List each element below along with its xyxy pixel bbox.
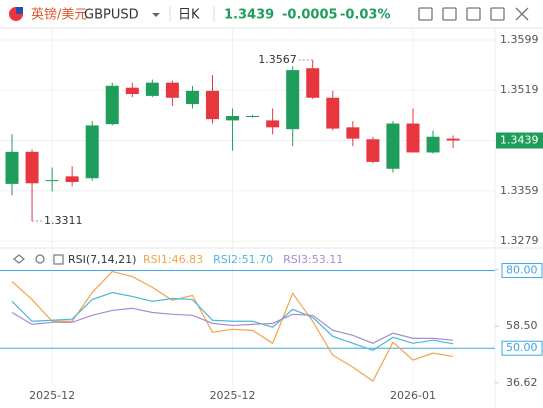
symbol[interactable]: GBPUSD <box>84 8 139 23</box>
dropdown-icon[interactable] <box>152 13 160 17</box>
y-tick-label: 1.3599 <box>500 33 539 46</box>
y-tick-label: 1.3519 <box>500 83 539 96</box>
candle-body <box>406 123 420 153</box>
candle-body <box>185 90 199 105</box>
y-tick-label: 1.3359 <box>500 184 539 197</box>
candle-body <box>426 136 440 153</box>
annotation: 1.3567 <box>258 53 297 66</box>
candle-body <box>326 97 340 129</box>
candle-body <box>226 116 240 121</box>
tool-icon[interactable] <box>466 7 481 21</box>
settings-icon[interactable] <box>35 254 45 264</box>
reference-label-box <box>501 340 543 356</box>
candle-body <box>286 70 300 130</box>
reference-label: 50.00 <box>506 341 538 354</box>
pair-name[interactable]: 英镑/美元 <box>31 7 87 23</box>
price: 1.3439 <box>224 8 274 23</box>
candle-body <box>206 90 219 120</box>
period[interactable]: 日K <box>178 8 200 23</box>
candle-body <box>85 125 99 179</box>
candle-body <box>165 82 179 98</box>
y-tick-label: 1.3439 <box>500 134 539 147</box>
rsi-line <box>11 291 454 351</box>
candle-body <box>446 138 460 141</box>
candle-body <box>125 87 139 94</box>
tool-icon[interactable] <box>490 7 505 21</box>
y-tick-label: 36.62 <box>506 376 538 389</box>
candle-body <box>5 151 19 184</box>
flag-icon <box>9 7 23 21</box>
reference-label: 80.00 <box>506 264 538 277</box>
candle-body <box>346 127 360 139</box>
rsi-line <box>11 270 454 382</box>
y-tick-label: 58.50 <box>506 319 538 332</box>
reference-label-box <box>501 263 543 279</box>
indicator-title: RSI(7,14,21) <box>68 253 136 266</box>
candle-body <box>266 120 280 128</box>
candle-body <box>386 123 400 169</box>
candle-body <box>145 82 159 96</box>
candle-body <box>306 68 320 98</box>
legend-entry: RSI1:46.83 <box>143 253 203 266</box>
fullscreen-icon[interactable] <box>515 7 529 21</box>
tool-icon[interactable] <box>418 7 433 21</box>
candle-body <box>246 116 260 117</box>
eye-icon[interactable] <box>13 254 25 264</box>
grid-icon[interactable] <box>53 254 64 265</box>
candle-body <box>105 85 119 125</box>
candle-body <box>45 180 59 182</box>
x-tick-label: 2026-01 <box>390 389 436 402</box>
price-marker <box>496 132 543 149</box>
change-percent: -0.03% <box>340 8 391 23</box>
legend-entry: RSI2:51.70 <box>213 253 273 266</box>
annotation: 1.3311 <box>44 214 83 227</box>
candle-body <box>65 176 79 182</box>
candle-body <box>25 151 39 184</box>
rsi-line <box>11 307 454 344</box>
x-tick-label: 2025-12 <box>210 389 256 402</box>
tool-icon[interactable] <box>442 7 457 21</box>
x-tick-label: 2025-12 <box>29 389 75 402</box>
legend-entry: RSI3:53.11 <box>283 253 343 266</box>
candle-body <box>366 139 380 162</box>
change: -0.0005 <box>282 8 338 23</box>
y-tick-label: 1.3279 <box>500 234 539 247</box>
